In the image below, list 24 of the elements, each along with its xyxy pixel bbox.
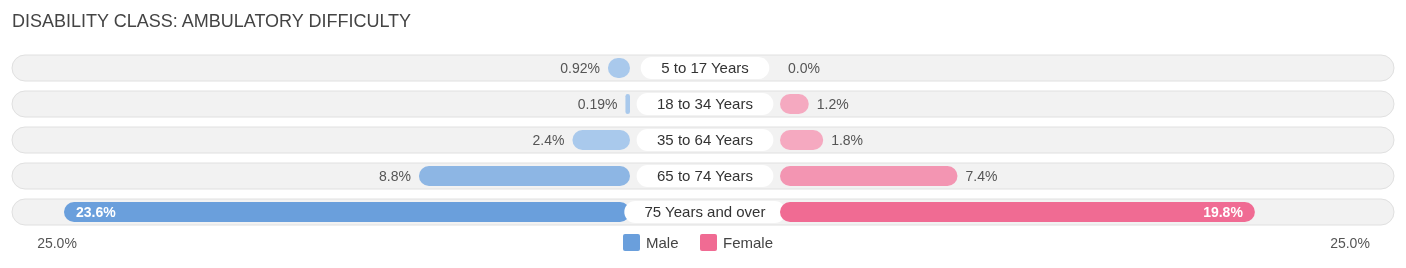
data-label: 1.2% bbox=[816, 96, 849, 112]
bar bbox=[625, 94, 630, 114]
chart-title: DISABILITY CLASS: AMBULATORY DIFFICULTY bbox=[12, 11, 412, 31]
data-label: 0.0% bbox=[788, 60, 820, 76]
data-label: 1.8% bbox=[831, 132, 864, 148]
y-tick-label: 18 to 34 Years bbox=[657, 95, 753, 112]
y-tick-label: 75 Years and over bbox=[644, 203, 766, 220]
data-label: 2.4% bbox=[532, 132, 565, 148]
data-label: 19.8% bbox=[1203, 204, 1244, 220]
legend-label: Female bbox=[723, 234, 774, 251]
text: 25.0% bbox=[37, 235, 77, 251]
bar bbox=[572, 130, 630, 150]
data-label: 23.6% bbox=[76, 204, 117, 220]
y-tick-label: 65 to 74 Years bbox=[657, 167, 753, 184]
data-label: 7.4% bbox=[965, 168, 998, 184]
y-tick-label: 5 to 17 Years bbox=[661, 59, 749, 76]
bar bbox=[780, 166, 958, 186]
data-label: 0.92% bbox=[560, 60, 600, 76]
bar bbox=[418, 166, 630, 186]
y-tick-label: 35 to 64 Years bbox=[657, 131, 753, 148]
data-label: 0.19% bbox=[577, 96, 618, 112]
legend-label: Male bbox=[646, 234, 679, 251]
text: 25.0% bbox=[1330, 235, 1370, 251]
data-label: 8.8% bbox=[379, 168, 411, 184]
